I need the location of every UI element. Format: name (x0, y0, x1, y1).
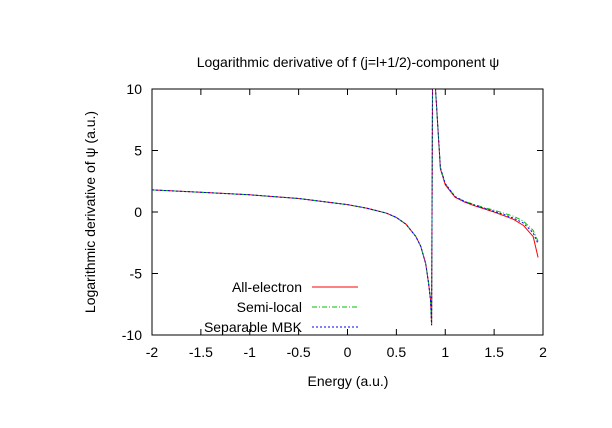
x-tick-label: -2 (146, 344, 159, 360)
x-tick-label: 0.5 (387, 344, 407, 360)
plot-frame (151, 88, 544, 336)
x-axis-label: Energy (a.u.) (308, 373, 389, 389)
y-tick-label: -10 (122, 327, 142, 343)
x-tick-label: 1.5 (484, 344, 504, 360)
y-tick-label: 0 (134, 204, 142, 220)
legend-label: Separable MBK (204, 319, 303, 335)
y-tick-label: 5 (134, 143, 142, 159)
legend-label: All-electron (232, 279, 302, 295)
x-tick-label: -1.5 (189, 344, 213, 360)
y-tick-label: -5 (130, 266, 143, 282)
legend: All-electron Semi-local Separable MBK (204, 279, 358, 335)
y-tick-label: 10 (126, 81, 142, 97)
chart-title: Logarithmic derivative of f (j=l+1/2)-co… (197, 54, 500, 70)
legend-label: Semi-local (237, 299, 302, 315)
axis-ticks: -2 -1.5 -1 -0.5 0 0.5 1 1.5 2 10 5 0 -5 -10 (122, 81, 547, 360)
x-tick-label: -1 (244, 344, 257, 360)
x-tick-label: 2 (539, 344, 547, 360)
series-line-0 (152, 89, 539, 326)
y-axis-label: Logarithmic derivative of ψ (a.u.) (82, 111, 98, 313)
series-lines (152, 89, 539, 326)
series-line-2 (152, 89, 539, 326)
series-line-1 (152, 89, 539, 326)
x-tick-label: 0 (344, 344, 352, 360)
x-tick-label: 1 (441, 344, 449, 360)
x-tick-label: -0.5 (287, 344, 311, 360)
